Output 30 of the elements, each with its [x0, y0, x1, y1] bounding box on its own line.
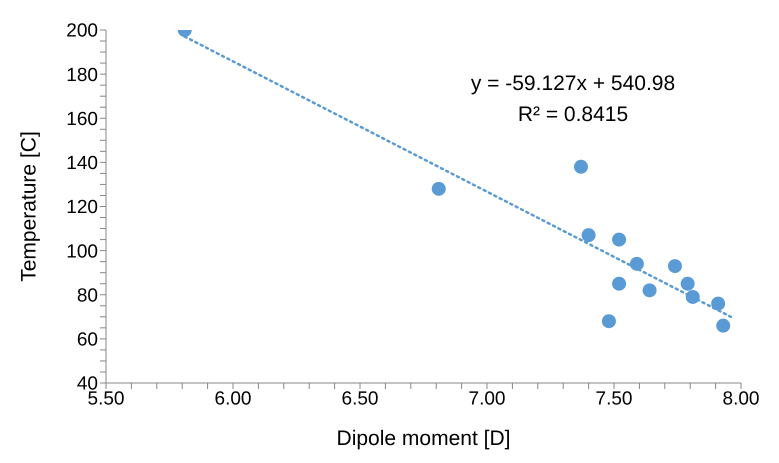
point	[716, 318, 730, 333]
x-tick-label: 6.00	[214, 388, 252, 410]
x-tick-label: 6.50	[342, 388, 378, 410]
y-axis-title: Temperature [C]	[17, 131, 40, 282]
point	[432, 182, 446, 196]
point	[668, 259, 682, 274]
y-tick-label: 140	[66, 153, 98, 174]
x-tick-label: 7.00	[468, 388, 506, 410]
point	[582, 228, 596, 242]
y-tick-label: 200	[66, 20, 98, 42]
annotation: y = -59.127x + 540.98	[470, 71, 676, 97]
x-tick-label: 7.50	[596, 388, 632, 410]
annotation: R² = 0.8415	[516, 102, 630, 128]
y-tick-label: 160	[66, 108, 98, 130]
point	[574, 160, 588, 174]
y-tick-label: 100	[66, 241, 98, 262]
point	[680, 276, 695, 291]
point	[602, 314, 616, 328]
y-tick-label: 120	[66, 197, 98, 218]
point	[686, 290, 700, 304]
x-axis-title: Dipole moment [D]	[336, 427, 510, 450]
point	[711, 296, 726, 311]
point	[612, 232, 626, 247]
y-tick-label: 180	[66, 64, 98, 86]
y-tick-label: 60	[76, 330, 98, 351]
y-tick-label: 80	[76, 285, 98, 306]
x-tick-label: 8.00	[722, 388, 760, 410]
point	[642, 283, 657, 298]
point	[612, 276, 626, 291]
point	[630, 256, 644, 271]
